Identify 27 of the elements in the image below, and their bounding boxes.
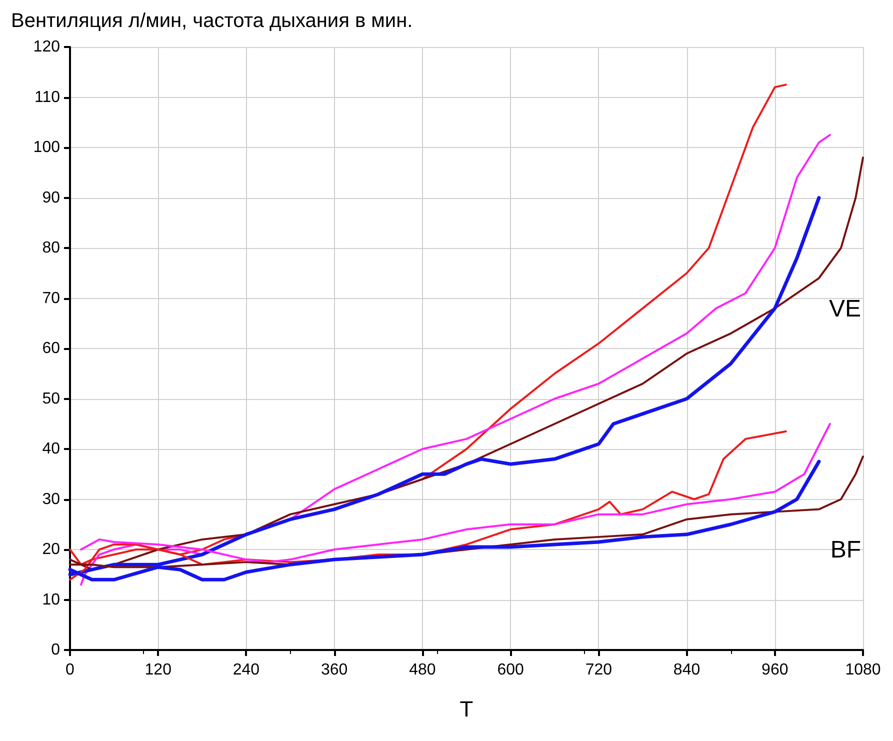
annotation: VE [828, 296, 861, 322]
x-tick-label: 960 [762, 662, 788, 678]
y-tick-label: 110 [34, 88, 60, 106]
x-tick-label: 600 [497, 662, 524, 678]
x-axis-title: T [460, 696, 474, 722]
y-tick-label: 50 [42, 390, 60, 408]
x-tick-label: 1080 [845, 662, 881, 678]
y-tick-label: 30 [42, 490, 60, 508]
y-tick-label: 10 [42, 591, 60, 608]
y-tick-label: 40 [42, 440, 60, 458]
y-tick-label: 100 [33, 139, 60, 156]
x-tick-label: 240 [232, 662, 260, 678]
chart-title: Вентиляция л/мин, частота дыхания в мин. [11, 10, 413, 32]
y-tick-label: 20 [42, 541, 60, 558]
y-tick-label: 60 [42, 340, 60, 357]
annotation: BF [830, 536, 862, 564]
x-tick-label: 120 [144, 662, 172, 678]
y-tick-label: 80 [42, 240, 60, 256]
y-tick-label: 0 [51, 642, 60, 658]
y-tick-label: 70 [42, 290, 60, 307]
y-tick-label: 120 [33, 38, 60, 56]
x-tick-label: 0 [66, 662, 75, 678]
x-tick-label: 720 [585, 662, 612, 678]
x-tick-label: 840 [673, 662, 700, 678]
x-tick-label: 480 [409, 662, 436, 678]
x-tick-label: 360 [320, 662, 348, 678]
y-tick-label: 90 [42, 189, 60, 206]
